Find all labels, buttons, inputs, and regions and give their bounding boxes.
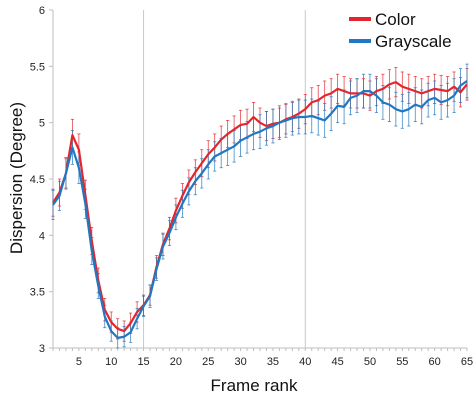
y-tick-label: 3.5	[30, 287, 45, 299]
error-bars-grayscale	[51, 63, 469, 349]
x-tick-label: 10	[105, 356, 117, 368]
legend-label-color: Color	[375, 10, 416, 29]
x-tick-label: 50	[364, 356, 376, 368]
series-layer	[51, 63, 469, 349]
x-tick-label: 65	[461, 356, 473, 368]
x-tick-label: 30	[234, 356, 246, 368]
legend-label-grayscale: Grayscale	[375, 32, 452, 51]
x-tick-label: 5	[76, 356, 82, 368]
y-tick-label: 4.5	[30, 174, 45, 186]
reference-lines	[143, 10, 306, 348]
x-axis-ticks: 5 10 15 20 25 30 35 40 45 50 55 60 65	[52, 348, 473, 368]
series-line-color	[52, 81, 468, 333]
y-tick-label: 4	[39, 230, 45, 242]
x-tick-label: 45	[332, 356, 344, 368]
x-tick-label: 40	[299, 356, 311, 368]
legend: Color Grayscale	[349, 10, 452, 51]
axes	[52, 10, 467, 349]
y-tick-label: 5.5	[30, 61, 45, 73]
error-bars-color	[51, 67, 469, 342]
x-axis-title: Frame rank	[211, 376, 298, 395]
y-tick-label: 6	[39, 5, 45, 17]
x-tick-label: 35	[267, 356, 279, 368]
y-tick-label: 3	[39, 343, 45, 355]
x-tick-label: 15	[137, 356, 149, 368]
x-tick-label: 60	[429, 356, 441, 368]
y-axis-title: Dispersion (Degree)	[7, 102, 26, 254]
x-tick-label: 25	[202, 356, 214, 368]
x-tick-label: 55	[396, 356, 408, 368]
series-grayscale	[51, 63, 469, 349]
series-line-grayscale	[52, 80, 468, 339]
y-tick-label: 5	[39, 118, 45, 130]
series-color	[51, 67, 469, 342]
x-tick-label: 20	[170, 356, 182, 368]
y-axis-ticks: 3 3.5 4 4.5 5 5.5 6	[30, 5, 53, 355]
